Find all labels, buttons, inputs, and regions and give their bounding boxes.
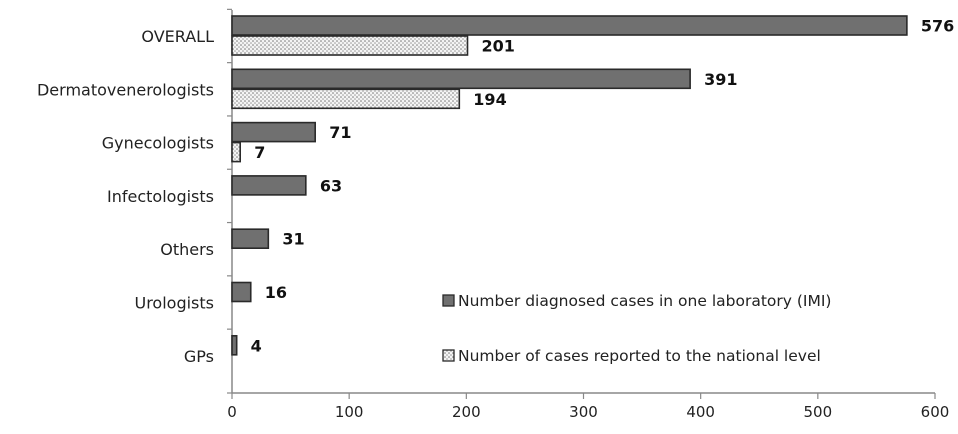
data-label: 63 <box>320 176 342 195</box>
bar-diagnosed-cases <box>231 121 316 143</box>
data-label: 576 <box>921 17 954 36</box>
category-label: OVERALL <box>141 27 214 46</box>
category-label: Gynecologists <box>102 134 214 153</box>
bar-reported-cases <box>231 141 242 163</box>
data-label: 16 <box>265 283 287 302</box>
x-tick-label: 500 <box>804 403 833 421</box>
bar-diagnosed-cases <box>231 228 270 249</box>
bar-diagnosed-cases <box>231 68 691 90</box>
bar-reported-cases <box>231 35 469 56</box>
x-tick-label: 400 <box>686 403 715 421</box>
bar-diagnosed-cases <box>231 15 908 36</box>
x-tick-label: 200 <box>452 403 481 421</box>
data-label: 71 <box>329 123 351 142</box>
category-label: Others <box>160 240 214 259</box>
category-label: GPs <box>184 347 214 366</box>
data-label: 7 <box>254 143 265 162</box>
legend-swatch <box>442 294 455 307</box>
category-label: Urologists <box>134 294 214 313</box>
x-tick-label: 100 <box>335 403 364 421</box>
bar-diagnosed-cases <box>231 175 307 196</box>
data-label: 194 <box>473 90 506 109</box>
legend-swatch <box>442 349 455 362</box>
data-label: 31 <box>282 230 304 249</box>
legend: Number diagnosed cases in one laboratory… <box>442 292 831 365</box>
legend-label: Number diagnosed cases in one laboratory… <box>458 292 831 310</box>
category-label: Dermatovenerologists <box>37 80 214 99</box>
x-tick-label: 0 <box>227 403 237 421</box>
bar-diagnosed-cases <box>231 281 252 303</box>
bar-reported-cases <box>231 88 461 110</box>
x-tick-label: 300 <box>569 403 598 421</box>
category-label: Infectologists <box>107 187 214 206</box>
data-label: 391 <box>704 70 737 89</box>
data-label: 4 <box>251 336 262 355</box>
bar-diagnosed-cases <box>231 334 238 356</box>
data-label: 201 <box>482 37 515 56</box>
legend-label: Number of cases reported to the national… <box>458 347 821 365</box>
x-tick-label: 600 <box>921 403 950 421</box>
plot-area: 0 100 200 300 400 500 600 OVERALL 576 201 Dermatov… <box>37 8 954 421</box>
